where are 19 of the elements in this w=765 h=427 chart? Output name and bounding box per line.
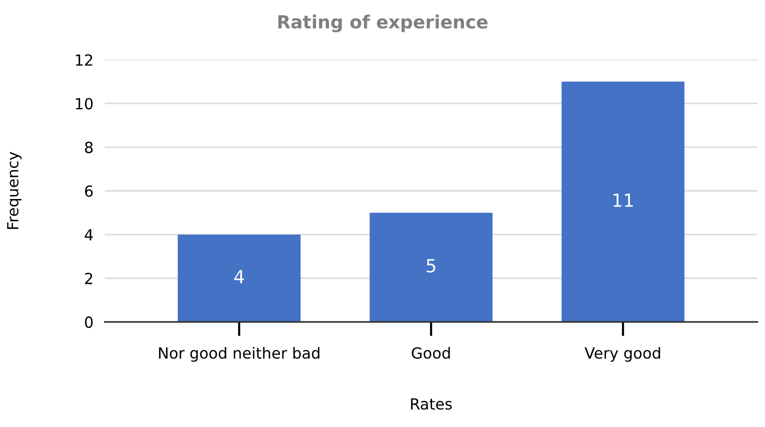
chart-title: Rating of experience: [278, 14, 488, 32]
data-label: 11: [614, 194, 633, 207]
y-tick-label: 8: [85, 142, 93, 154]
bar: [370, 212, 492, 322]
x-tick-label: Nor good neither bad: [159, 346, 320, 362]
y-tick-label: 2: [85, 272, 92, 284]
x-axis-title: Rates: [411, 398, 452, 410]
bar: [562, 82, 684, 322]
y-tick-label: 4: [84, 229, 93, 240]
y-axis-title: Frequency: [7, 152, 22, 229]
x-tick-label: Good: [412, 346, 450, 359]
data-label: 4: [234, 270, 244, 284]
y-tick-label: 12: [76, 54, 92, 66]
data-label: 5: [426, 259, 436, 273]
y-tick-label: 0: [84, 316, 93, 328]
y-tick-label: 10: [76, 98, 93, 110]
x-tick-label: Very good: [584, 346, 660, 362]
y-tick-label: 6: [85, 185, 93, 197]
bar: [178, 234, 301, 322]
